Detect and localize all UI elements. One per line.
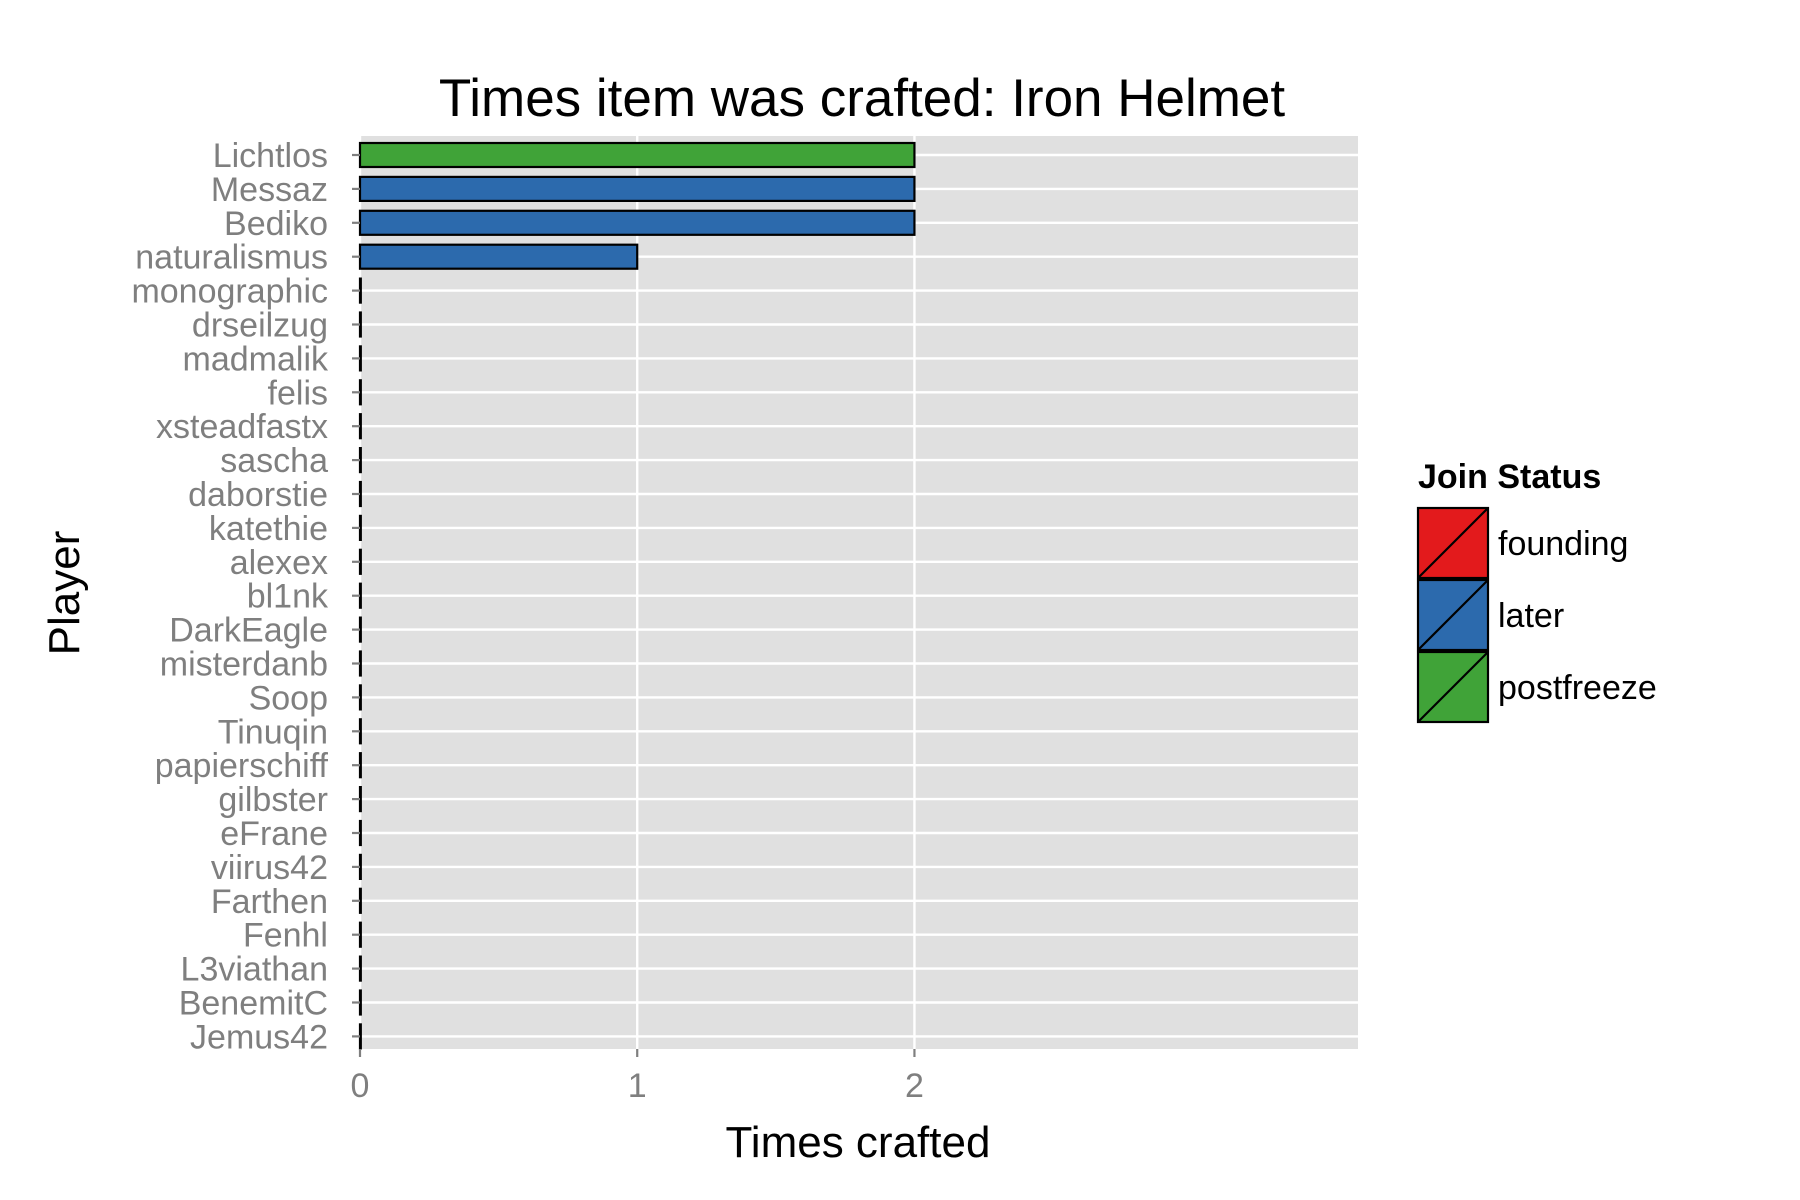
- bars: [358, 141, 916, 1050]
- y-tick-label: monographic: [131, 273, 328, 311]
- y-tick-label: viirus42: [211, 849, 328, 887]
- gridlines: [358, 136, 1358, 1049]
- bar-Messaz: [358, 175, 916, 202]
- y-tick-label: L3viathan: [181, 951, 328, 989]
- bar-BenemitC: [358, 989, 362, 1016]
- y-tick-label: Bediko: [224, 205, 328, 243]
- y-tick-label: alexex: [230, 544, 328, 582]
- bar-daborstie: [358, 480, 362, 508]
- bar-monographic: [358, 277, 362, 304]
- bar-Tinuqin: [358, 718, 362, 745]
- y-tick-label: Jemus42: [190, 1018, 328, 1056]
- x-axis-title: Times crafted: [726, 1118, 991, 1167]
- bar-gilbster: [358, 785, 362, 813]
- legend-label: founding: [1498, 525, 1628, 563]
- bar-Jemus42: [358, 1023, 362, 1050]
- plot-panel: [360, 136, 1358, 1049]
- bar-sascha: [358, 447, 362, 474]
- bar-bl1nk: [358, 582, 362, 609]
- y-tick-label: Fenhl: [243, 917, 328, 955]
- y-axis-title: Player: [40, 531, 89, 656]
- bar-papierschiff: [358, 752, 362, 779]
- y-tick-label: Tinuqin: [218, 713, 328, 751]
- legend-key-slash: [1417, 507, 1489, 579]
- bar-Fenhl: [358, 921, 362, 948]
- y-tick-label: DarkEagle: [169, 612, 328, 650]
- bar-alexex: [358, 548, 362, 575]
- bar-Soop: [358, 684, 362, 711]
- legend-label: postfreeze: [1498, 669, 1657, 707]
- y-tick-label: Soop: [249, 679, 328, 717]
- y-tick-label: katethie: [209, 510, 328, 548]
- legend-key-slash: [1417, 651, 1489, 723]
- y-tick-label: daborstie: [188, 476, 328, 514]
- legend-key-slash: [1417, 579, 1489, 651]
- bar-viirus42: [358, 853, 362, 881]
- bar-katethie: [358, 514, 362, 542]
- x-tick-label: 1: [628, 1067, 647, 1105]
- y-tick-label: Farthen: [211, 883, 328, 921]
- y-tick-label: xsteadfastx: [156, 408, 328, 446]
- bar-drseilzug: [358, 311, 362, 338]
- bar-naturalismus: [358, 243, 639, 270]
- bar-L3viathan: [358, 955, 362, 982]
- bar-xsteadfastx: [358, 413, 362, 440]
- y-tick-label: felis: [268, 374, 328, 412]
- bar-Lichtlos: [358, 141, 916, 169]
- legend-label: later: [1498, 597, 1564, 635]
- chart-title: Times item was crafted: Iron Helmet: [439, 69, 1286, 128]
- y-tick-label: bl1nk: [247, 578, 329, 616]
- y-tick-label: eFrane: [220, 815, 328, 853]
- y-tick-label: naturalismus: [135, 239, 328, 277]
- bar-Bediko: [358, 209, 916, 236]
- y-tick-label: sascha: [220, 442, 328, 480]
- y-tick-label: Messaz: [211, 171, 328, 209]
- bar-madmalik: [358, 345, 362, 372]
- x-tick-label: 2: [905, 1067, 924, 1105]
- bar-eFrane: [358, 819, 362, 847]
- bar-DarkEagle: [358, 616, 362, 643]
- bar-felis: [358, 379, 362, 406]
- y-tick-label: gilbster: [218, 781, 328, 819]
- y-tick-label: papierschiff: [155, 747, 329, 785]
- legend-title: Join Status: [1418, 458, 1601, 496]
- y-axis: LichtlosMessazBedikonaturalismusmonograp…: [131, 137, 360, 1056]
- y-tick-label: madmalik: [183, 340, 329, 378]
- x-axis: 0 1 2: [351, 1049, 924, 1105]
- y-tick-label: drseilzug: [192, 307, 328, 345]
- bar-Farthen: [358, 887, 362, 914]
- y-tick-label: Lichtlos: [213, 137, 328, 175]
- x-tick-label: 0: [351, 1067, 370, 1105]
- legend: Join Status founding later postfreeze: [1416, 458, 1657, 724]
- y-tick-label: BenemitC: [179, 985, 328, 1023]
- y-tick-label: misterdanb: [160, 646, 328, 684]
- bar-misterdanb: [358, 650, 362, 677]
